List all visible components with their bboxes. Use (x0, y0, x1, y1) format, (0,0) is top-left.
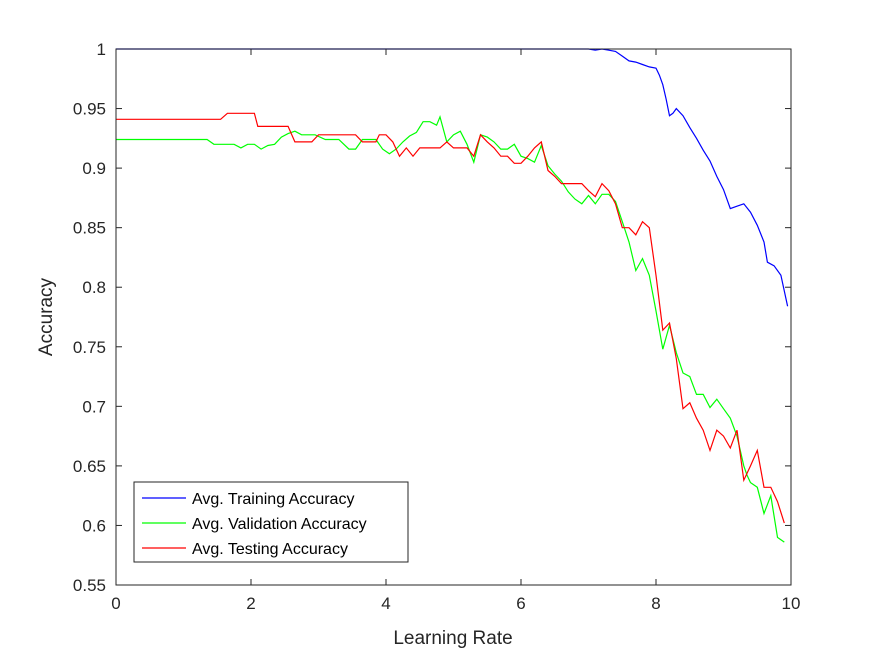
x-axis-title: Learning Rate (393, 628, 512, 649)
x-tick-label: 6 (516, 594, 525, 613)
y-axis-title: Accuracy (36, 277, 57, 356)
x-tick-label: 10 (782, 594, 801, 613)
axes-box (115, 48, 792, 586)
y-tick-label: 0.75 (73, 338, 106, 357)
x-tick-label: 8 (651, 594, 660, 613)
x-tick-label: 4 (381, 594, 390, 613)
y-tick-label: 0.8 (82, 278, 106, 297)
y-tick-label: 0.7 (82, 397, 106, 416)
series-line-3 (116, 112, 785, 524)
y-tick-label: 0.95 (73, 100, 106, 119)
y-tick-label: 0.85 (73, 219, 106, 238)
series-line-2 (116, 115, 785, 543)
y-tick-label: 0.55 (73, 576, 106, 595)
y-tick-label: 0.6 (82, 516, 106, 535)
y-tick-label: 0.65 (73, 457, 106, 476)
x-tick-label: 0 (111, 594, 120, 613)
x-tick-label: 2 (246, 594, 255, 613)
legend-label: Avg. Training Accuracy (192, 491, 354, 508)
legend-label: Avg. Validation Accuracy (192, 516, 367, 533)
legend: Avg. Training Accuracy Avg. Validation Ac… (133, 481, 409, 563)
legend-label: Avg. Testing Accuracy (192, 541, 348, 558)
legend-box (133, 481, 409, 563)
axes-layer: 0 2 4 6 8 10 0.55 0.6 0.65 0.7 0.75 0.8 0.85 0.9 0.95 1 (73, 40, 801, 613)
y-tick-label: 1 (97, 40, 106, 59)
y-tick-label: 0.9 (82, 159, 106, 178)
